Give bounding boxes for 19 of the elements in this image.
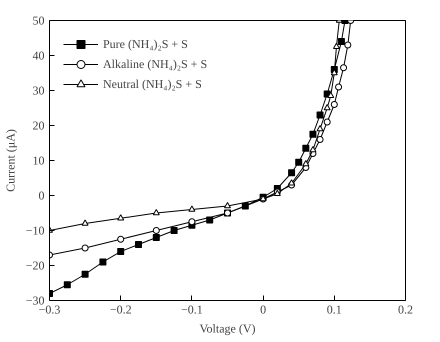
y-tick-label: −10 [26,224,45,238]
y-tick-label: 20 [32,118,44,132]
x-tick-label: −0.1 [181,302,203,316]
x-tick-label: −0.2 [110,302,132,316]
y-tick-label: −30 [26,294,45,308]
y-axis-title: Current (μA) [4,129,18,192]
y-tick-label: 40 [32,48,44,62]
y-tick-label: −20 [26,258,45,272]
y-tick-label: 50 [32,14,44,28]
legend-label: Alkaline (NH₄)₂S + S [103,56,208,72]
y-tick-label: 0 [38,188,44,202]
x-tick-label: 0.1 [326,302,342,316]
legend-label: Neutral (NH₄)₂S + S [103,76,202,92]
legend-label: Pure (NH₄)₂S + S [103,36,188,52]
x-tick-label: 0.2 [398,302,413,316]
y-tick-label: 30 [32,84,44,98]
y-tick-label: 10 [32,154,44,168]
x-tick-label: 0 [260,302,266,316]
x-axis-title: Voltage (V) [199,322,256,336]
